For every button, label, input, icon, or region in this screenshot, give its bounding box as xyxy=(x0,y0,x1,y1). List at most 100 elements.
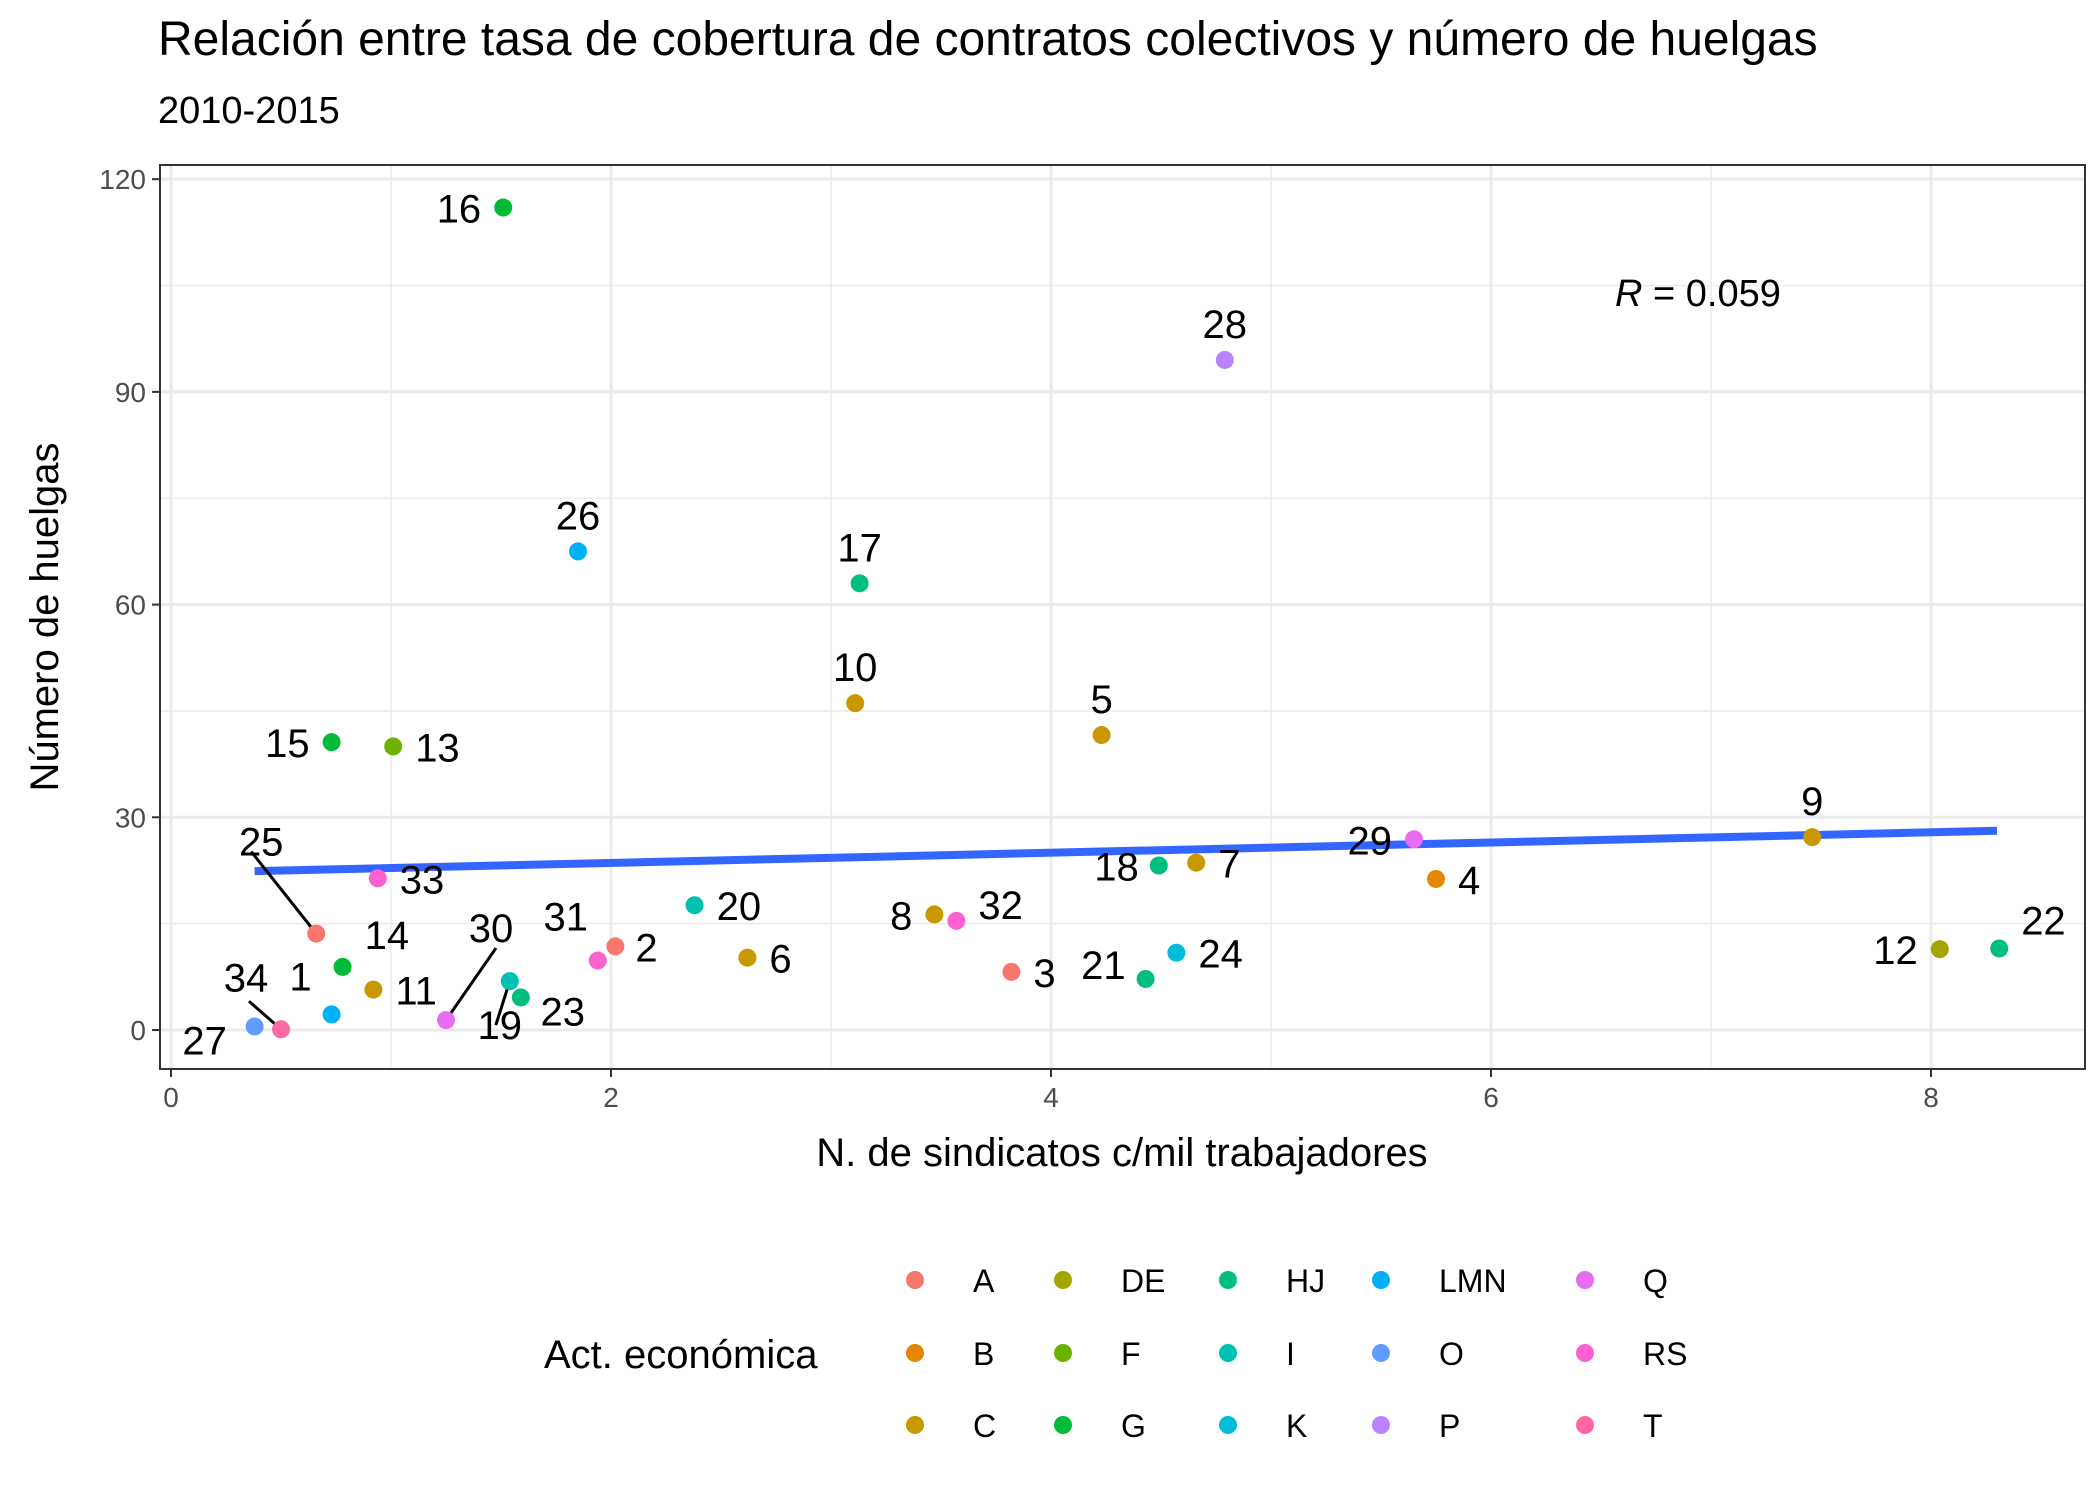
x-axis-title: N. de sindicatos c/mil trabajadores xyxy=(816,1131,1427,1175)
point-label: 22 xyxy=(2021,899,2066,943)
data-point xyxy=(494,198,513,217)
legend-label: DE xyxy=(1121,1263,1165,1299)
data-point xyxy=(925,905,944,924)
data-point xyxy=(606,937,625,956)
legend-key xyxy=(1219,1344,1237,1362)
point-label: 28 xyxy=(1203,303,1248,347)
data-point xyxy=(1990,939,2009,958)
point-label: 17 xyxy=(837,526,882,570)
legend-label: O xyxy=(1439,1336,1464,1372)
legend: Act. económica A BC DE FG HJ IK LMN OP Q RS T xyxy=(544,1263,1687,1444)
x-tick-label: 4 xyxy=(1043,1082,1059,1113)
plot-border xyxy=(159,164,2086,1070)
point-label: 5 xyxy=(1090,678,1112,722)
plot-panel xyxy=(160,165,2085,1069)
legend-key xyxy=(1219,1416,1237,1434)
point-label: 31 xyxy=(544,896,589,940)
point-label: 23 xyxy=(541,990,586,1034)
legend-key xyxy=(906,1271,924,1289)
data-point xyxy=(738,948,757,967)
point-label: 24 xyxy=(1198,933,1243,977)
grid-lines xyxy=(160,165,2085,1069)
data-point xyxy=(685,896,704,915)
legend-key xyxy=(1576,1416,1594,1434)
legend-title: Act. económica xyxy=(544,1333,818,1377)
legend-key xyxy=(1576,1271,1594,1289)
legend-label: HJ xyxy=(1286,1263,1325,1299)
data-point xyxy=(322,733,341,752)
data-point xyxy=(569,542,587,561)
r-value: = 0.059 xyxy=(1642,273,1780,315)
legend-label: RS xyxy=(1643,1336,1687,1372)
legend-key xyxy=(1054,1344,1072,1362)
legend-label: LMN xyxy=(1439,1263,1507,1299)
point-label: 30 xyxy=(469,907,514,951)
point-label: 32 xyxy=(978,884,1023,928)
x-tick-label: 2 xyxy=(603,1082,619,1113)
legend-key xyxy=(1054,1271,1072,1289)
legend-label: I xyxy=(1286,1336,1295,1372)
legend-key xyxy=(1372,1416,1390,1434)
point-label: 25 xyxy=(239,821,284,865)
y-tick-label: 120 xyxy=(99,164,146,195)
point-label: 8 xyxy=(890,894,912,938)
leader-line xyxy=(444,947,498,1021)
trend-line xyxy=(254,826,1998,876)
chart-subtitle: 2010-2015 xyxy=(158,90,340,132)
data-point xyxy=(245,1017,264,1036)
data-point xyxy=(437,1011,455,1030)
legend-key xyxy=(906,1416,924,1434)
data-points xyxy=(245,198,2009,1039)
legend-label: F xyxy=(1121,1336,1141,1372)
data-point xyxy=(511,988,530,1007)
point-label: 29 xyxy=(1348,819,1393,863)
point-label: 34 xyxy=(224,956,269,1000)
legend-label: K xyxy=(1286,1408,1307,1444)
point-label: 15 xyxy=(265,722,310,766)
point-label: 14 xyxy=(365,914,410,958)
y-axis-title: Número de huelgas xyxy=(23,442,67,791)
data-point xyxy=(1930,940,1949,959)
point-label: 12 xyxy=(1873,929,1918,973)
point-label: 4 xyxy=(1458,859,1480,903)
legend-key xyxy=(1219,1271,1237,1289)
data-point xyxy=(272,1020,290,1039)
y-tick-label: 0 xyxy=(130,1015,146,1046)
data-point xyxy=(368,869,387,888)
data-point xyxy=(1803,828,1822,847)
r-annotation: R = 0.059 xyxy=(1615,273,1781,315)
data-point xyxy=(1002,962,1021,981)
chart-title: Relación entre tasa de cobertura de cont… xyxy=(158,13,1818,66)
data-point xyxy=(500,972,519,991)
point-label: 16 xyxy=(437,188,482,232)
data-point xyxy=(322,1005,341,1024)
legend-key xyxy=(1372,1344,1390,1362)
point-label: 21 xyxy=(1081,944,1126,988)
point-label: 1 xyxy=(289,955,311,999)
data-point xyxy=(1092,726,1111,745)
point-label: 18 xyxy=(1094,846,1139,890)
point-labels: 1234567891011121314151617181920212223242… xyxy=(182,188,2065,1064)
data-point xyxy=(307,924,326,943)
legend-key xyxy=(906,1344,924,1362)
data-point xyxy=(333,957,352,976)
legend-key xyxy=(1372,1271,1390,1289)
point-label: 7 xyxy=(1218,843,1240,887)
y-tick-label: 60 xyxy=(115,590,146,621)
point-label: 6 xyxy=(769,938,791,982)
legend-label: C xyxy=(973,1408,996,1444)
y-tick-label: 90 xyxy=(115,377,146,408)
point-label: 27 xyxy=(182,1019,227,1063)
data-point xyxy=(384,737,403,756)
data-point xyxy=(1167,943,1186,962)
point-label: 10 xyxy=(833,646,878,690)
data-point xyxy=(1427,869,1445,888)
point-label: 19 xyxy=(478,1004,523,1048)
point-label: 3 xyxy=(1033,952,1055,996)
legend-key xyxy=(1576,1344,1594,1362)
x-tick-label: 6 xyxy=(1483,1082,1499,1113)
x-tick-label: 0 xyxy=(163,1082,179,1113)
point-label: 26 xyxy=(556,494,601,538)
